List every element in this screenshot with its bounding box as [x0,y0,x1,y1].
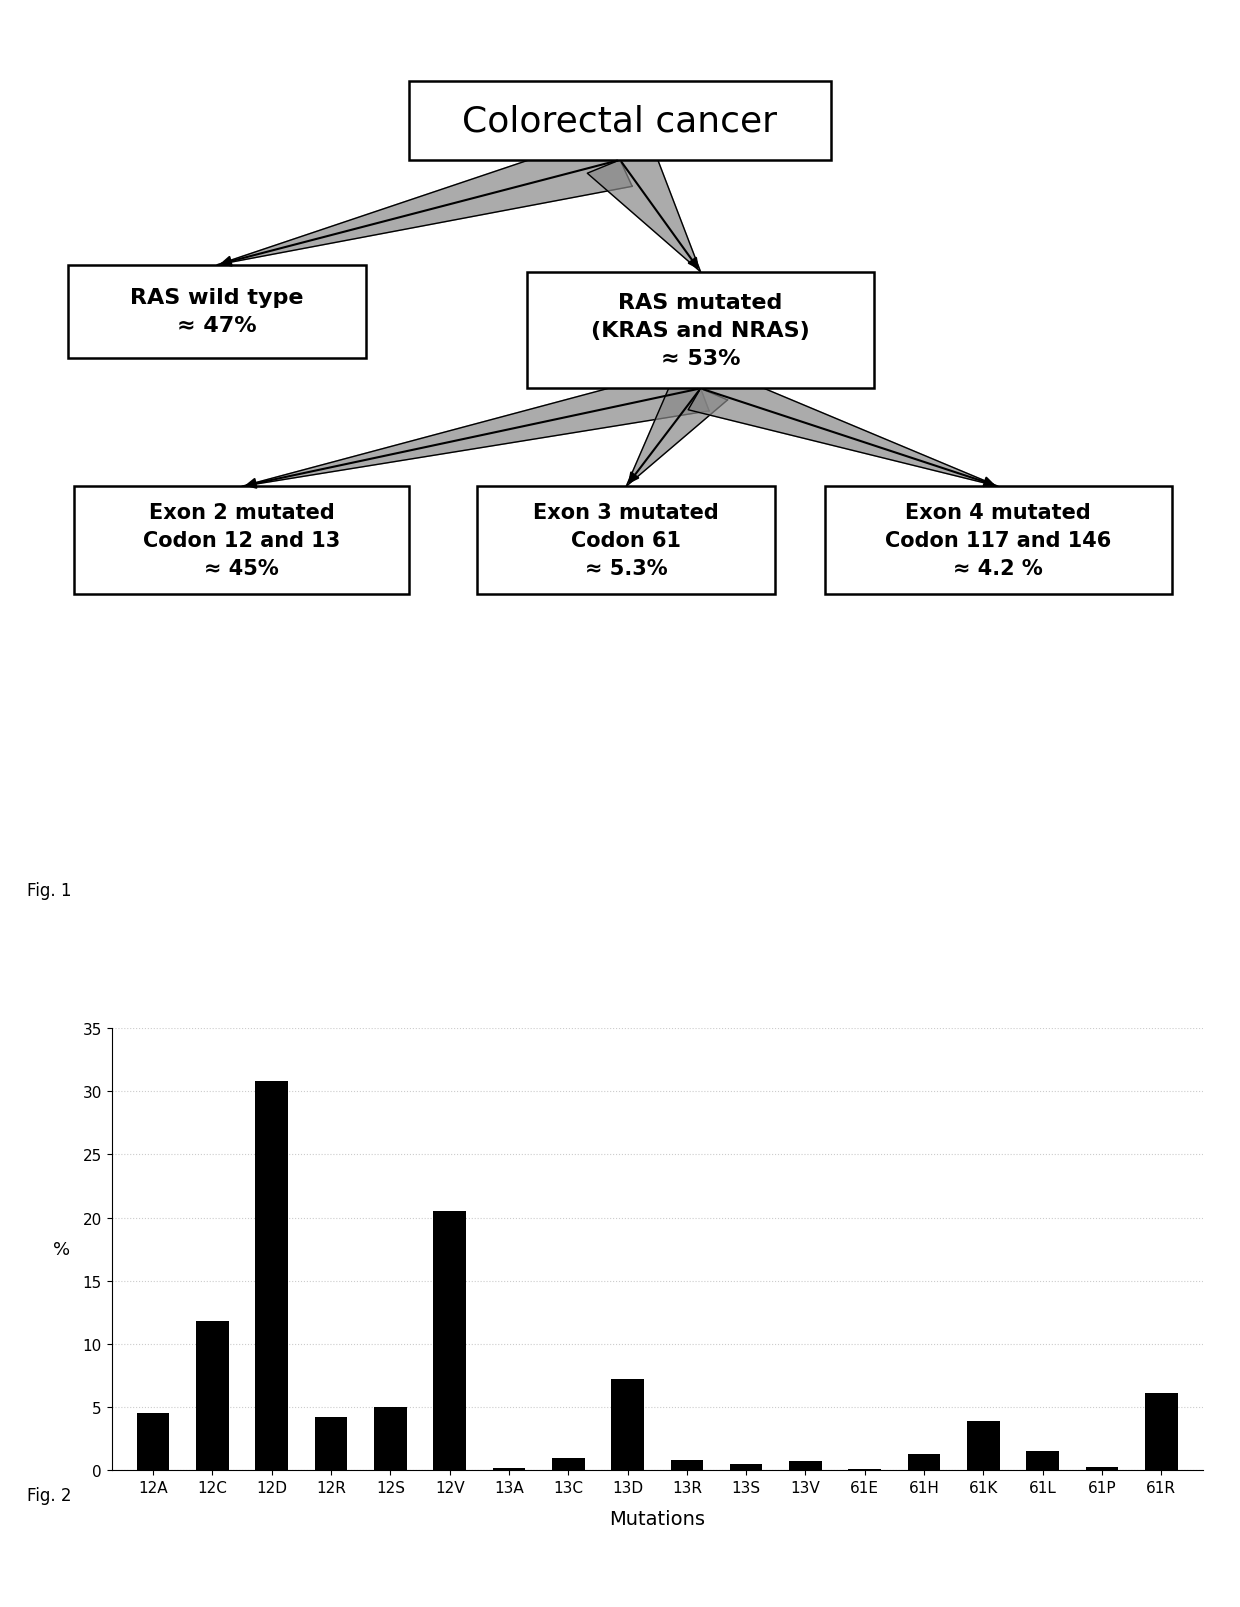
Bar [552,1458,584,1470]
Bar [315,1417,347,1470]
Bar [730,1464,763,1470]
Text: RAS mutated
(KRAS and NRAS)
≈ 53%: RAS mutated (KRAS and NRAS) ≈ 53% [591,292,810,370]
Polygon shape [626,378,728,487]
Bar [967,1421,999,1470]
Y-axis label: %: % [53,1241,71,1258]
Polygon shape [688,368,998,487]
FancyBboxPatch shape [68,265,366,358]
FancyBboxPatch shape [825,487,1172,595]
Text: Exon 3 mutated
Codon 61
≈ 5.3%: Exon 3 mutated Codon 61 ≈ 5.3% [533,503,719,579]
Polygon shape [588,148,701,273]
Bar [374,1408,407,1470]
Bar [255,1082,288,1470]
FancyBboxPatch shape [74,487,409,595]
FancyBboxPatch shape [527,273,874,389]
FancyBboxPatch shape [477,487,775,595]
Polygon shape [217,135,632,265]
Bar [908,1454,940,1470]
Bar [136,1414,170,1470]
FancyBboxPatch shape [409,82,831,161]
Bar [1145,1393,1178,1470]
Bar [671,1461,703,1470]
Text: Exon 4 mutated
Codon 117 and 146
≈ 4.2 %: Exon 4 mutated Codon 117 and 146 ≈ 4.2 % [885,503,1111,579]
X-axis label: Mutations: Mutations [609,1509,706,1528]
Polygon shape [242,366,709,487]
Bar [196,1321,228,1470]
Text: Exon 2 mutated
Codon 12 and 13
≈ 45%: Exon 2 mutated Codon 12 and 13 ≈ 45% [143,503,341,579]
Bar [433,1212,466,1470]
Bar [1086,1467,1118,1470]
Bar [789,1462,822,1470]
Text: Fig. 1: Fig. 1 [27,882,72,900]
Text: Colorectal cancer: Colorectal cancer [463,104,777,138]
Text: RAS wild type
≈ 47%: RAS wild type ≈ 47% [130,288,304,336]
Bar [492,1467,526,1470]
Text: Fig. 2: Fig. 2 [27,1486,72,1504]
Bar [611,1379,644,1470]
Bar [1027,1451,1059,1470]
